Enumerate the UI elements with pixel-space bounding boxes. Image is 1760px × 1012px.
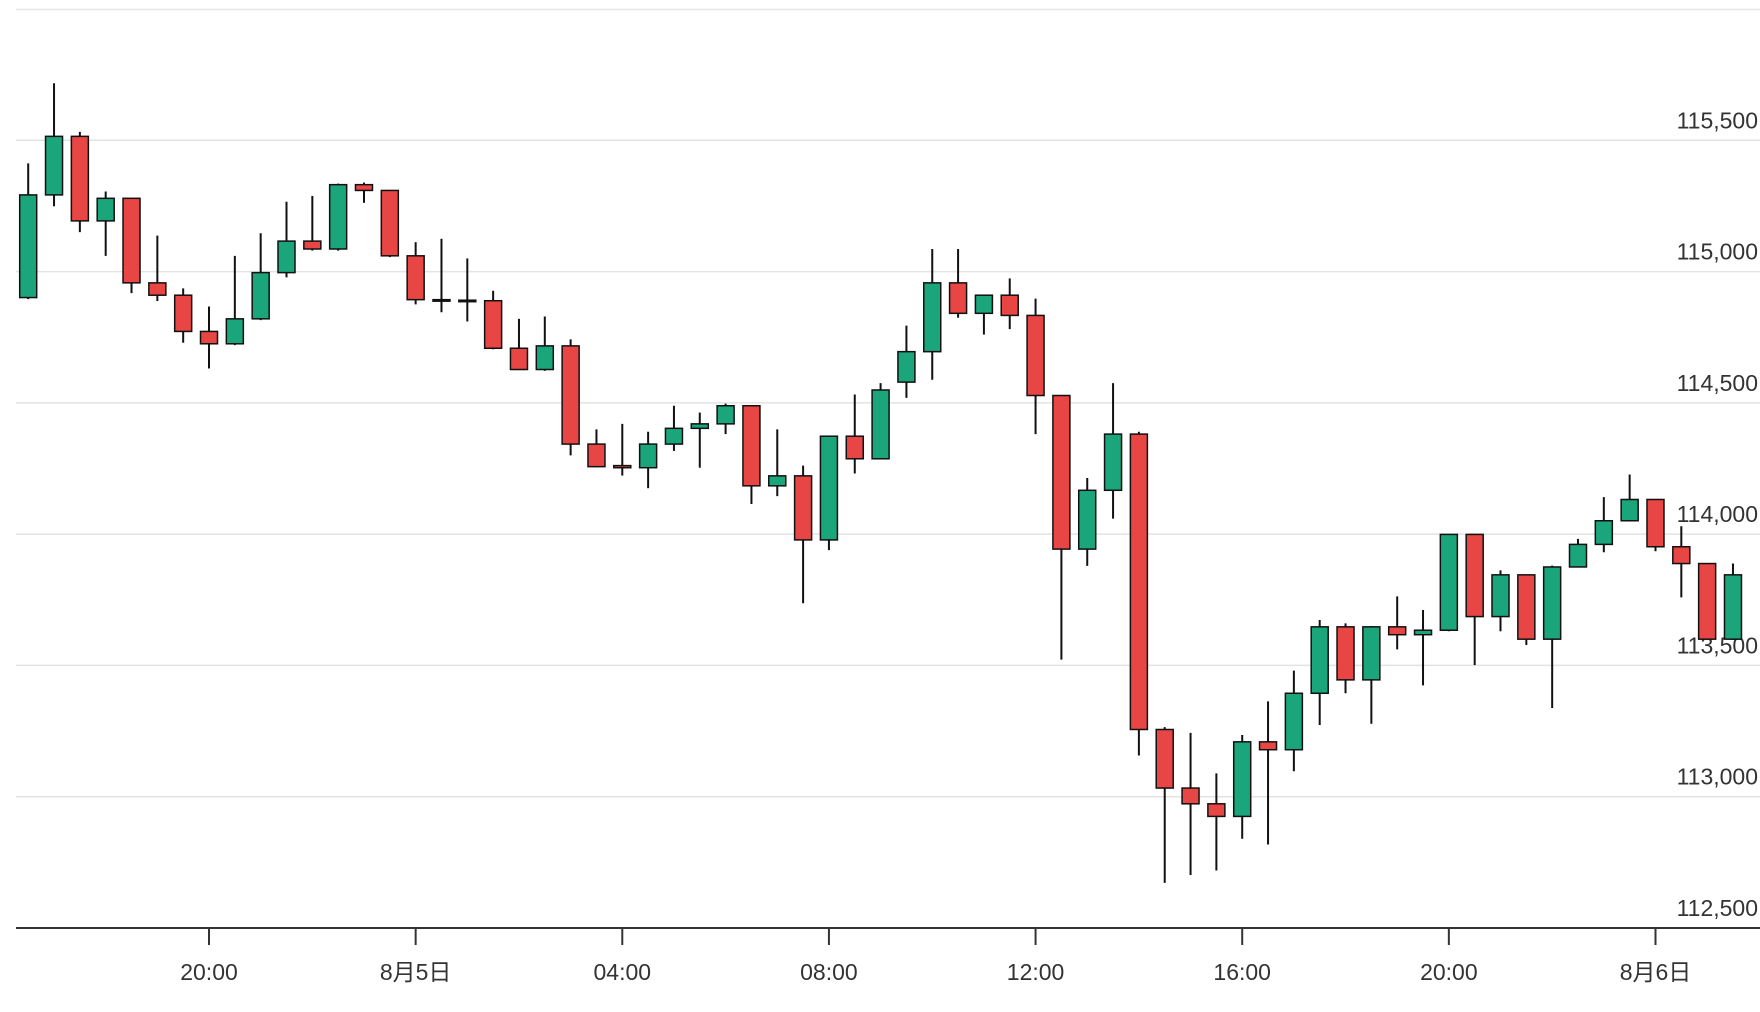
candle-body <box>1155 728 1174 789</box>
candle-body <box>122 197 141 284</box>
y-tick-label: 113,000 <box>1677 764 1758 790</box>
candle-body <box>432 298 451 302</box>
candle-body <box>897 350 916 383</box>
candle-body <box>742 404 761 487</box>
candle-body <box>716 404 735 425</box>
candle-body <box>819 435 839 541</box>
candle-body <box>613 464 632 469</box>
x-tick-label: 04:00 <box>594 959 652 985</box>
y-tick-label: 115,000 <box>1677 239 1758 265</box>
candle-body <box>1620 498 1639 522</box>
candle-body <box>974 294 994 315</box>
candle-body <box>768 475 787 487</box>
candle-body <box>690 423 710 430</box>
candle-body <box>638 443 658 469</box>
candle-body <box>1181 787 1200 805</box>
candle-body <box>561 345 580 445</box>
candle-body <box>871 389 890 460</box>
y-tick-label: 114,000 <box>1677 501 1758 527</box>
candle-body <box>1697 562 1717 640</box>
candle-body <box>1000 294 1019 317</box>
candle-body <box>18 194 38 299</box>
x-tick-label: 8月5日 <box>380 959 452 985</box>
candle-body <box>1465 533 1484 618</box>
candle-body <box>173 294 193 333</box>
candle-body <box>587 443 606 468</box>
candle-body <box>793 475 813 541</box>
candle-body <box>1672 545 1691 565</box>
candle-body <box>845 435 865 460</box>
candle-body <box>1026 314 1045 397</box>
candle-body <box>664 427 684 445</box>
candle-body <box>1336 626 1355 681</box>
candle-body <box>1542 566 1562 640</box>
candle-body <box>1129 433 1149 731</box>
candle-body <box>277 240 296 274</box>
candle-body <box>1362 626 1381 681</box>
candle-body <box>535 345 555 371</box>
candle-body <box>354 183 374 192</box>
candle-body <box>251 271 270 320</box>
x-tick-label: 8月6日 <box>1620 959 1692 985</box>
y-tick-label: 112,500 <box>1677 895 1758 921</box>
candle-body <box>199 330 219 345</box>
candle-body <box>1232 741 1252 818</box>
candle-body <box>406 255 425 301</box>
candle-body <box>1491 574 1510 618</box>
y-tick-label: 113,500 <box>1677 632 1758 658</box>
candle-body <box>1517 574 1536 640</box>
candle-body <box>70 135 90 222</box>
candle-body <box>225 318 245 345</box>
candle-body <box>1310 626 1329 695</box>
candle-body <box>1646 498 1665 548</box>
candle-body <box>303 240 322 250</box>
candle-body <box>923 282 942 353</box>
candle-body <box>948 282 968 315</box>
candle-body <box>1723 574 1743 640</box>
candle-body <box>1284 692 1304 751</box>
x-tick-label: 16:00 <box>1213 959 1271 985</box>
candle-body <box>1207 803 1226 818</box>
candle-body <box>1052 394 1071 550</box>
candle-body <box>483 299 503 349</box>
candle-body <box>328 183 348 250</box>
candle-body <box>1413 629 1433 636</box>
candle-body <box>1439 533 1459 631</box>
candle-body <box>458 299 477 303</box>
candle-body <box>1568 543 1588 568</box>
candle-body <box>1387 626 1407 636</box>
x-tick-label: 12:00 <box>1007 959 1065 985</box>
candle-body <box>1594 520 1614 546</box>
candle-body <box>96 197 115 222</box>
candle-body <box>380 189 400 257</box>
candle-body <box>148 282 167 296</box>
x-tick-label: 08:00 <box>800 959 858 985</box>
candle-body <box>509 347 529 371</box>
x-tick-label: 20:00 <box>180 959 238 985</box>
y-tick-label: 114,500 <box>1677 370 1758 396</box>
candle-body <box>1077 489 1097 550</box>
candle-body <box>44 135 64 196</box>
candle-body <box>1258 741 1278 751</box>
y-tick-label: 115,500 <box>1677 107 1758 133</box>
x-tick-label: 20:00 <box>1420 959 1478 985</box>
candle-body <box>1103 433 1123 492</box>
